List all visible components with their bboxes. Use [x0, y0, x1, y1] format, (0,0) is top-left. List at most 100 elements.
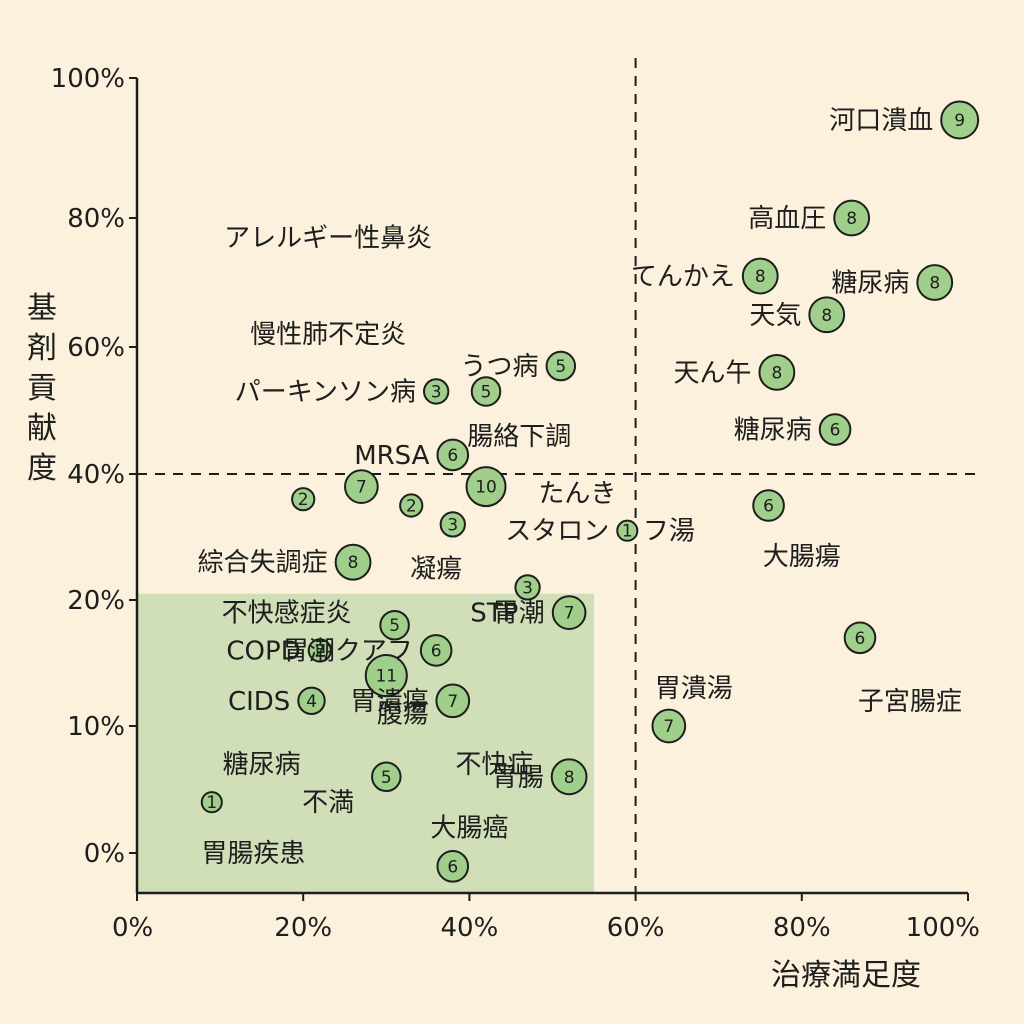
data-point: 4 CIDS: [228, 686, 326, 717]
point-value: 1: [206, 793, 217, 813]
point-label: 胃腸: [492, 763, 544, 793]
point-value: 8: [929, 274, 940, 294]
point-value: 7: [447, 692, 458, 712]
annotation-label: 胃潰湯: [655, 674, 733, 704]
y-ticks: 0% 10% 20% 40% 60% 80% 100%: [51, 64, 137, 869]
x-tick-label: 40%: [441, 913, 499, 943]
point-label: 高血圧: [748, 204, 826, 234]
annotation-label: 腸絡下調: [467, 422, 571, 452]
data-point: 8 天ん午: [673, 354, 796, 391]
point-value: 7: [564, 604, 575, 624]
annotation-label: 胃腸疾患: [201, 839, 305, 869]
point-marker: [465, 466, 507, 508]
point-value: 6: [447, 446, 458, 466]
data-point: 8 綜合失調症: [198, 543, 372, 581]
point-marker: [439, 511, 466, 538]
point-value: 4: [306, 692, 317, 712]
point-marker: [550, 758, 588, 796]
point-marker: [399, 493, 424, 518]
point-value: 7: [356, 478, 367, 498]
point-marker: [344, 469, 379, 504]
point-marker: [364, 654, 408, 698]
data-point: 5 うつ病: [461, 350, 577, 382]
data-point: 6: [752, 489, 785, 522]
point-marker: [379, 609, 410, 641]
point-label: 天気: [749, 301, 801, 331]
point-marker: [291, 487, 316, 512]
point-marker: [651, 708, 687, 744]
point-marker: [423, 378, 450, 405]
annotation-label: 不満: [302, 788, 354, 818]
point-marker: [551, 595, 587, 630]
point-value: 3: [431, 382, 442, 402]
annotation-label: 腹瘍: [377, 699, 429, 729]
data-point: 3 パーキンソン病: [235, 377, 450, 407]
annotation-label: フ湯: [643, 517, 695, 547]
x-tick-label: 0%: [112, 913, 153, 943]
x-tick-label: 60%: [607, 913, 665, 943]
point-value: 8: [771, 363, 782, 383]
x-tick-label: 20%: [274, 913, 332, 943]
point-marker: [307, 638, 332, 663]
point-label: 糖尿病: [831, 269, 909, 299]
point-value: 6: [431, 641, 442, 661]
point-value: 2: [298, 490, 309, 510]
point-value: 5: [481, 382, 492, 402]
data-point: 8 胃腸: [492, 758, 588, 796]
data-point: 2 COPD: [226, 636, 332, 666]
annotation-label: STP: [470, 599, 518, 629]
point-label: 胃潮: [493, 599, 545, 629]
point-value: 11: [375, 667, 397, 687]
data-point: 8 高血圧: [748, 199, 871, 237]
annotation-label: 子宮腸症: [858, 687, 962, 717]
point-value: 5: [381, 768, 392, 788]
point-label: てんかえ: [631, 262, 735, 292]
points: 9河口潰血8高血圧8糖尿病8てんかえ8天気8天ん午6糖尿病5うつ病3パーキンソン…: [198, 100, 980, 883]
data-point: 8 糖尿病: [831, 264, 954, 301]
data-point: 5: [371, 761, 402, 793]
point-value: 7: [663, 717, 674, 737]
annotation-label: 大腸瘍: [763, 542, 841, 572]
point-marker: [435, 683, 471, 719]
point-marker: [200, 791, 223, 814]
data-point: 8 てんかえ: [631, 257, 779, 295]
point-value: 8: [564, 768, 575, 788]
point-value: 10: [475, 478, 497, 498]
data-point: 7 胃潰瘍: [350, 683, 471, 719]
point-value: 6: [447, 857, 458, 877]
point-value: 1: [622, 522, 633, 542]
point-marker: [297, 686, 326, 715]
y-axis-title: 基剤貢献度: [27, 291, 57, 486]
annotation-label: 凝瘍: [410, 555, 462, 585]
annotation-label: 糖尿病: [223, 750, 301, 780]
point-marker: [741, 257, 779, 295]
point-label: スタロン: [505, 517, 609, 547]
annotation-label: 大腸癌: [430, 814, 508, 844]
point-marker: [436, 438, 470, 472]
x-tick-label: 80%: [773, 913, 831, 943]
point-value: 6: [855, 629, 866, 649]
point-value: 9: [954, 111, 965, 131]
point-marker: [470, 376, 502, 407]
data-point: 8 天気: [749, 296, 846, 334]
point-label: 河口潰血: [829, 106, 933, 136]
annotation-label: 不快感症炎: [222, 599, 352, 629]
y-tick-label: 10%: [67, 712, 125, 742]
data-point: 2: [291, 487, 316, 512]
point-value: 5: [389, 616, 400, 636]
data-point: 3: [439, 511, 466, 538]
point-value: 8: [846, 209, 857, 229]
x-tick-label: 100%: [906, 913, 980, 943]
y-tick-label: 100%: [51, 64, 125, 94]
data-point: 10: [465, 466, 507, 508]
data-point: 6 MRSA: [354, 438, 470, 472]
y-tick-label: 80%: [67, 204, 125, 234]
data-point: 2: [399, 493, 424, 518]
y-tick-label: 40%: [67, 460, 125, 490]
point-label: MRSA: [354, 441, 429, 471]
point-label: 天ん午: [673, 358, 751, 388]
x-ticks: 0% 20% 40% 60% 80% 100%: [112, 893, 980, 943]
